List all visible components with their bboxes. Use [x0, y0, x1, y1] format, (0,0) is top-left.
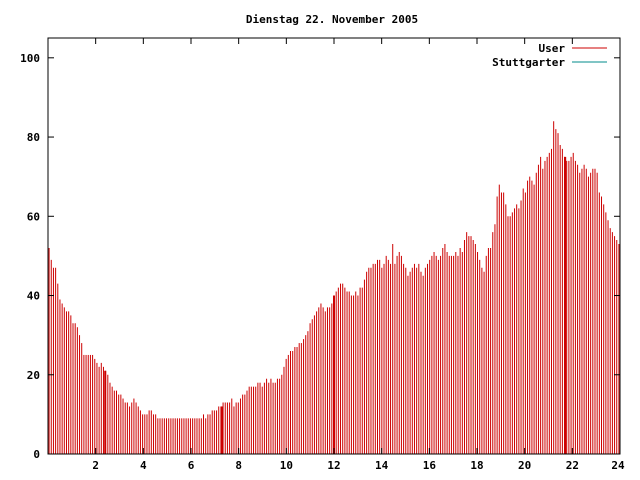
- x-tick-label: 2: [92, 459, 99, 472]
- chart-title: Dienstag 22. November 2005: [246, 13, 418, 26]
- x-tick-label: 18: [470, 459, 483, 472]
- x-tick-label: 6: [188, 459, 195, 472]
- y-tick-label: 0: [33, 448, 40, 461]
- x-tick-label: 10: [280, 459, 293, 472]
- x-tick-label: 16: [423, 459, 437, 472]
- x-tick-label: 8: [235, 459, 242, 472]
- x-tick-label: 14: [375, 459, 389, 472]
- marker-layer: [104, 156, 567, 454]
- x-tick-label: 12: [327, 459, 340, 472]
- legend-label-stuttgarter: Stuttgarter: [492, 56, 565, 69]
- y-tick-label: 100: [20, 52, 40, 65]
- y-tick-label: 80: [27, 131, 40, 144]
- bars-layer: [48, 121, 620, 454]
- x-tick-label: 20: [518, 459, 531, 472]
- x-tick-label: 24: [611, 459, 625, 472]
- x-tick-label: 4: [140, 459, 147, 472]
- y-tick-label: 20: [27, 369, 40, 382]
- legend: User Stuttgarter: [492, 42, 607, 69]
- y-tick-label: 60: [27, 210, 40, 223]
- y-tick-label: 40: [27, 290, 40, 303]
- x-tick-label: 22: [566, 459, 579, 472]
- legend-label-user: User: [539, 42, 566, 55]
